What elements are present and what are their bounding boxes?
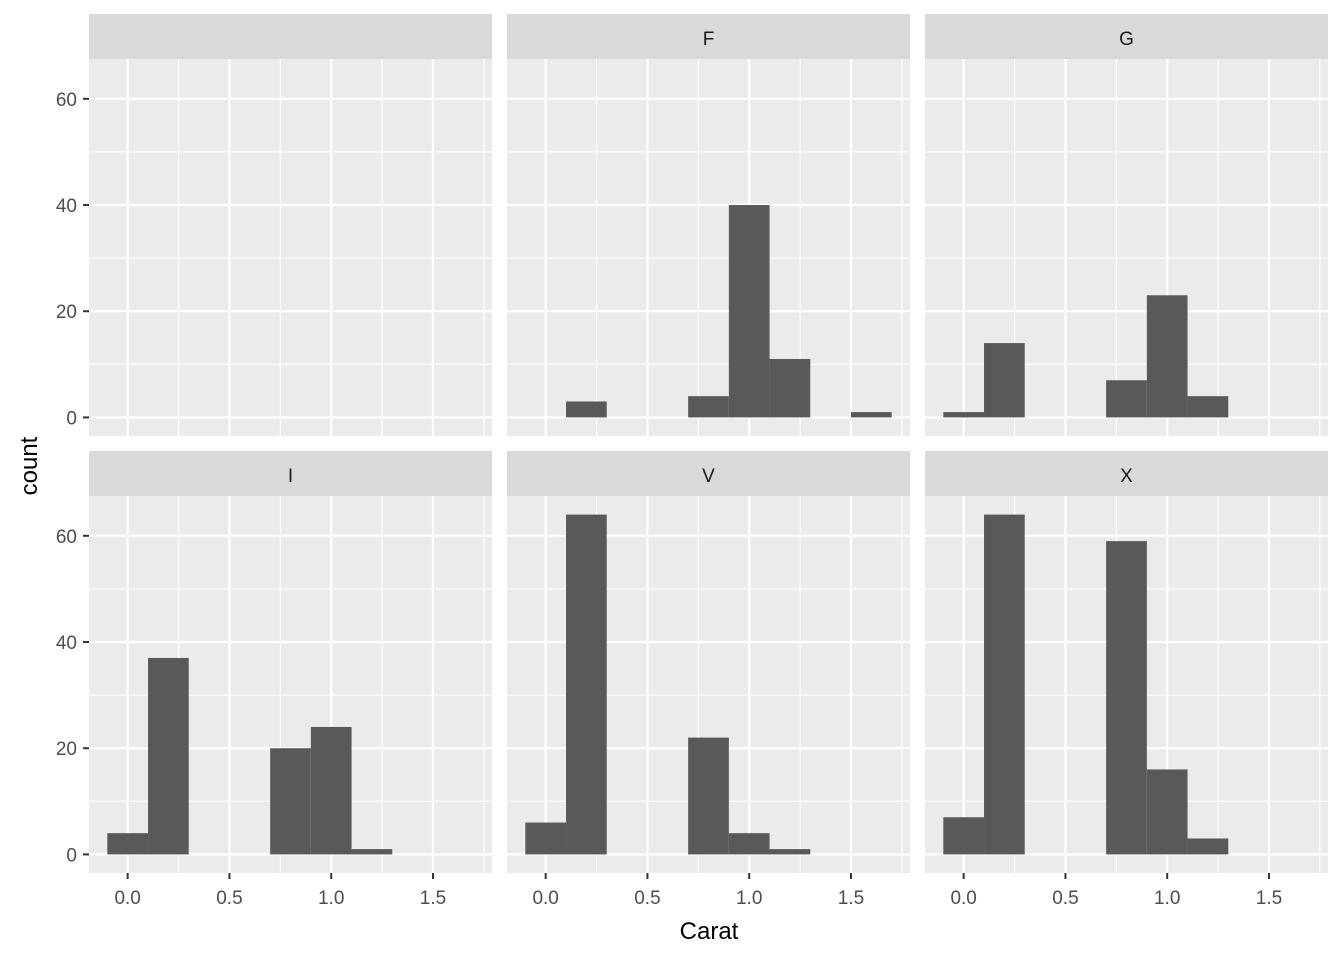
facet-strip bbox=[925, 451, 1328, 496]
panel-background bbox=[89, 59, 492, 436]
facet-strip-label: F bbox=[703, 29, 715, 50]
x-tick-label: 0.5 bbox=[634, 888, 660, 909]
y-tick-label: 60 bbox=[56, 527, 77, 548]
facet-panel: G bbox=[925, 14, 1328, 436]
histogram-bar bbox=[1146, 769, 1188, 855]
x-tick-label: 0.0 bbox=[114, 888, 140, 909]
histogram-bar bbox=[688, 737, 729, 855]
histogram-bar bbox=[148, 657, 189, 855]
facet-panel: X 0.0 0.5 1.0 1.5 bbox=[925, 451, 1328, 909]
histogram-bar bbox=[984, 343, 1025, 418]
histogram-bar bbox=[688, 396, 729, 418]
facet-strip bbox=[89, 14, 492, 59]
histogram-bar bbox=[525, 822, 567, 855]
facet-panel: 0 20 40 60 bbox=[56, 14, 492, 436]
histogram-bar bbox=[1187, 838, 1229, 855]
histogram-bar bbox=[566, 401, 607, 418]
histogram-bar bbox=[850, 412, 892, 418]
histogram-bar bbox=[351, 849, 393, 855]
x-axis-title: Carat bbox=[680, 918, 739, 945]
facet-strip bbox=[507, 451, 910, 496]
facet-strip bbox=[507, 14, 910, 59]
x-tick-label: 1.0 bbox=[318, 888, 344, 909]
x-tick-label: 1.5 bbox=[420, 888, 446, 909]
y-tick-label: 20 bbox=[56, 739, 77, 760]
facet-panel: F bbox=[507, 14, 910, 436]
y-tick-label: 40 bbox=[56, 196, 77, 217]
histogram-bar bbox=[728, 833, 770, 855]
y-tick-label: 40 bbox=[56, 633, 77, 654]
histogram-bar bbox=[943, 817, 985, 855]
x-tick-label: 1.0 bbox=[1154, 888, 1180, 909]
facet-strip bbox=[89, 451, 492, 496]
histogram-bar bbox=[566, 514, 607, 855]
facet-panel: V 0.0 0.5 1.0 1.5 bbox=[507, 451, 910, 909]
y-axis-title: count bbox=[16, 436, 43, 495]
x-tick-label: 1.5 bbox=[1256, 888, 1282, 909]
panel-background bbox=[507, 59, 910, 436]
facet-strip bbox=[925, 14, 1328, 59]
x-tick-label: 0.5 bbox=[216, 888, 242, 909]
y-tick-label: 0 bbox=[66, 408, 77, 429]
facet-strip-label: V bbox=[702, 466, 715, 487]
histogram-bar bbox=[769, 359, 811, 418]
histogram-bar bbox=[943, 412, 985, 418]
histogram-bar bbox=[270, 748, 311, 855]
facet-strip-label: I bbox=[288, 466, 293, 487]
x-tick-label: 0.0 bbox=[532, 888, 558, 909]
x-tick-label: 0.0 bbox=[950, 888, 976, 909]
facet-panel: I 0 20 40 60 0.0 0.5 1.0 1.5 bbox=[56, 451, 492, 909]
histogram-bar bbox=[1106, 380, 1147, 418]
histogram-bar bbox=[1187, 396, 1229, 418]
x-tick-label: 0.5 bbox=[1052, 888, 1078, 909]
x-tick-label: 1.5 bbox=[838, 888, 864, 909]
histogram-bar bbox=[728, 205, 770, 418]
y-tick-label: 0 bbox=[66, 845, 77, 866]
y-tick-label: 20 bbox=[56, 302, 77, 323]
histogram-bar bbox=[1146, 295, 1188, 418]
histogram-bar bbox=[769, 849, 811, 855]
facet-strip-label: X bbox=[1120, 466, 1133, 487]
y-tick-label: 60 bbox=[56, 90, 77, 111]
x-tick-label: 1.0 bbox=[736, 888, 762, 909]
facet-strip-label: G bbox=[1119, 29, 1134, 50]
histogram-bar bbox=[984, 514, 1025, 855]
histogram-bar bbox=[1106, 541, 1147, 855]
histogram-bar bbox=[107, 833, 149, 855]
histogram-bar bbox=[310, 726, 352, 855]
